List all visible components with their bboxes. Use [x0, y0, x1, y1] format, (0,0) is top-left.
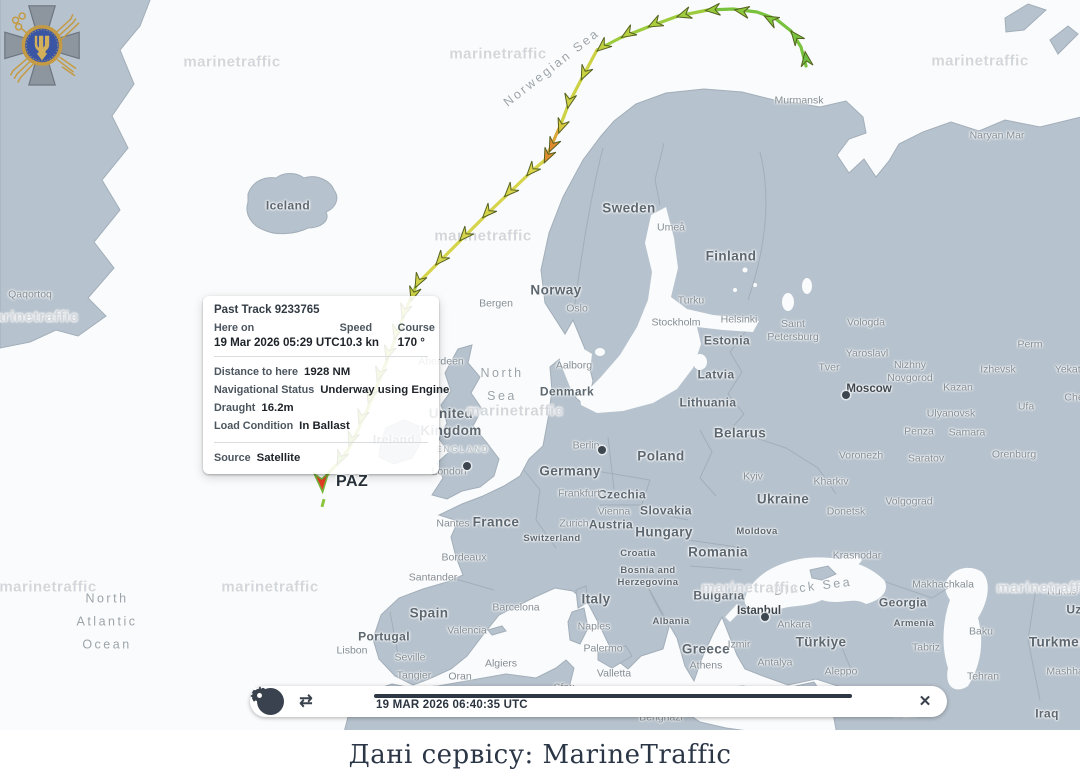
sea-skagerrak	[558, 333, 592, 404]
land-iceland	[246, 173, 338, 235]
timestamp-value: 19 Mar 2026 05:29 UTC	[214, 336, 340, 349]
popup-divider	[214, 356, 428, 357]
track-arrow[interactable]	[553, 117, 570, 135]
course-value: 170 °	[397, 336, 425, 349]
land-sicily	[597, 645, 633, 669]
track-arrow[interactable]	[675, 6, 693, 23]
track-arrow[interactable]	[522, 160, 542, 180]
sea-azov	[836, 555, 862, 568]
track-arrow[interactable]	[576, 64, 594, 82]
source-label: Source	[214, 452, 251, 464]
track-segment[interactable]	[415, 158, 547, 286]
track-arrow[interactable]	[410, 271, 428, 290]
track-segment[interactable]	[595, 8, 710, 52]
timeline-progress[interactable]	[374, 694, 852, 698]
playback-speed-icon[interactable]	[252, 688, 342, 714]
close-icon[interactable]: ✕	[918, 693, 932, 710]
sea-bosphorus	[725, 604, 742, 622]
land-novaya-zemlya-2	[1049, 25, 1079, 55]
track-arrow[interactable]	[645, 14, 665, 32]
center-target-icon[interactable]	[250, 686, 366, 714]
popup-title: Past Track 9233765	[214, 304, 320, 316]
map-canvas[interactable]: Norwegian Sea North Sea North Atlantic Oce…	[0, 0, 1080, 730]
nav-status-value: Underway using Engine	[320, 384, 450, 396]
gulf-of-riga	[693, 354, 707, 370]
track-arrow[interactable]	[761, 11, 781, 29]
land-mainland	[372, 88, 1080, 730]
nav-status-label: Navigational Status	[214, 384, 315, 396]
vessel-marker[interactable]	[312, 470, 330, 495]
land-sardinia	[567, 607, 589, 645]
track-arrow[interactable]	[431, 249, 450, 269]
city-dot	[598, 446, 606, 454]
city-dot	[842, 391, 850, 399]
track-arrow[interactable]	[478, 202, 498, 222]
swap-direction-icon[interactable]: ⇄	[299, 692, 313, 710]
timeline-slider[interactable]: 19 MAR 2026 06:40:35 UTC	[374, 686, 852, 717]
playback-bar: ⇄ 19 MAR 2026 06:40:35 UTC	[250, 686, 947, 717]
country-borders	[389, 142, 1041, 701]
track-segment[interactable]	[706, 7, 808, 68]
lake-onega	[802, 278, 812, 294]
distance-value: 1928 NM	[304, 366, 351, 378]
track-arrow[interactable]	[593, 37, 613, 56]
track-arrow[interactable]	[562, 92, 577, 110]
city-dot	[761, 613, 769, 621]
timeline-timestamp: 19 MAR 2026 06:40:35 UTC	[376, 699, 528, 711]
track-arrow[interactable]	[539, 147, 557, 165]
caption-text: Дані сервісу: MarineTraffic	[348, 740, 732, 770]
draught-value: 16.2m	[261, 402, 294, 414]
speed-value: 10.3 kn	[339, 336, 379, 349]
track-arrow[interactable]	[786, 27, 805, 47]
track-arrow[interactable]	[544, 136, 562, 154]
load-condition-value: In Ballast	[299, 420, 350, 432]
lake-vanern	[595, 348, 605, 356]
popup-divider	[214, 442, 428, 443]
share-icon[interactable]	[252, 687, 873, 714]
track-dash	[320, 498, 326, 508]
track-group	[325, 2, 814, 477]
track-arrow[interactable]	[799, 50, 814, 68]
land-great-britain	[431, 344, 500, 500]
track-arrow[interactable]	[455, 225, 475, 245]
city-dot	[463, 462, 471, 470]
land-crimea	[809, 565, 837, 581]
caption-bar: Дані сервісу: MarineTraffic	[0, 730, 1080, 780]
land-balearics	[487, 625, 507, 636]
sea-caspian	[943, 567, 988, 690]
track-arrow[interactable]	[733, 4, 751, 19]
draught-label: Draught	[214, 402, 256, 414]
lake-ladoga	[782, 293, 794, 311]
track-arrow[interactable]	[500, 181, 520, 201]
track-segment[interactable]	[559, 48, 599, 126]
gur-emblem-logo	[4, 5, 80, 86]
trident-icon	[34, 35, 50, 61]
here-on-label: Here on	[214, 322, 255, 334]
sea-black	[744, 557, 886, 613]
sea-baltic	[580, 207, 759, 413]
past-track-popup: Past Track 9233765 Here on Speed Course …	[203, 296, 449, 474]
settings-gear-icon[interactable]	[251, 687, 905, 714]
course-label: Course	[397, 322, 435, 334]
land-greenland	[0, 0, 151, 349]
vessel-track	[312, 2, 814, 508]
load-condition-label: Load Condition	[214, 420, 294, 432]
distance-label: Distance to here	[214, 366, 299, 378]
source-value: Satellite	[256, 452, 301, 464]
land-novaya-zemlya	[1004, 3, 1047, 33]
speed-label: Speed	[339, 322, 373, 334]
track-arrow[interactable]	[704, 2, 721, 16]
land-corsica	[575, 585, 589, 609]
track-arrow[interactable]	[618, 24, 638, 43]
vessel-name-label[interactable]: PAZ	[336, 473, 369, 490]
